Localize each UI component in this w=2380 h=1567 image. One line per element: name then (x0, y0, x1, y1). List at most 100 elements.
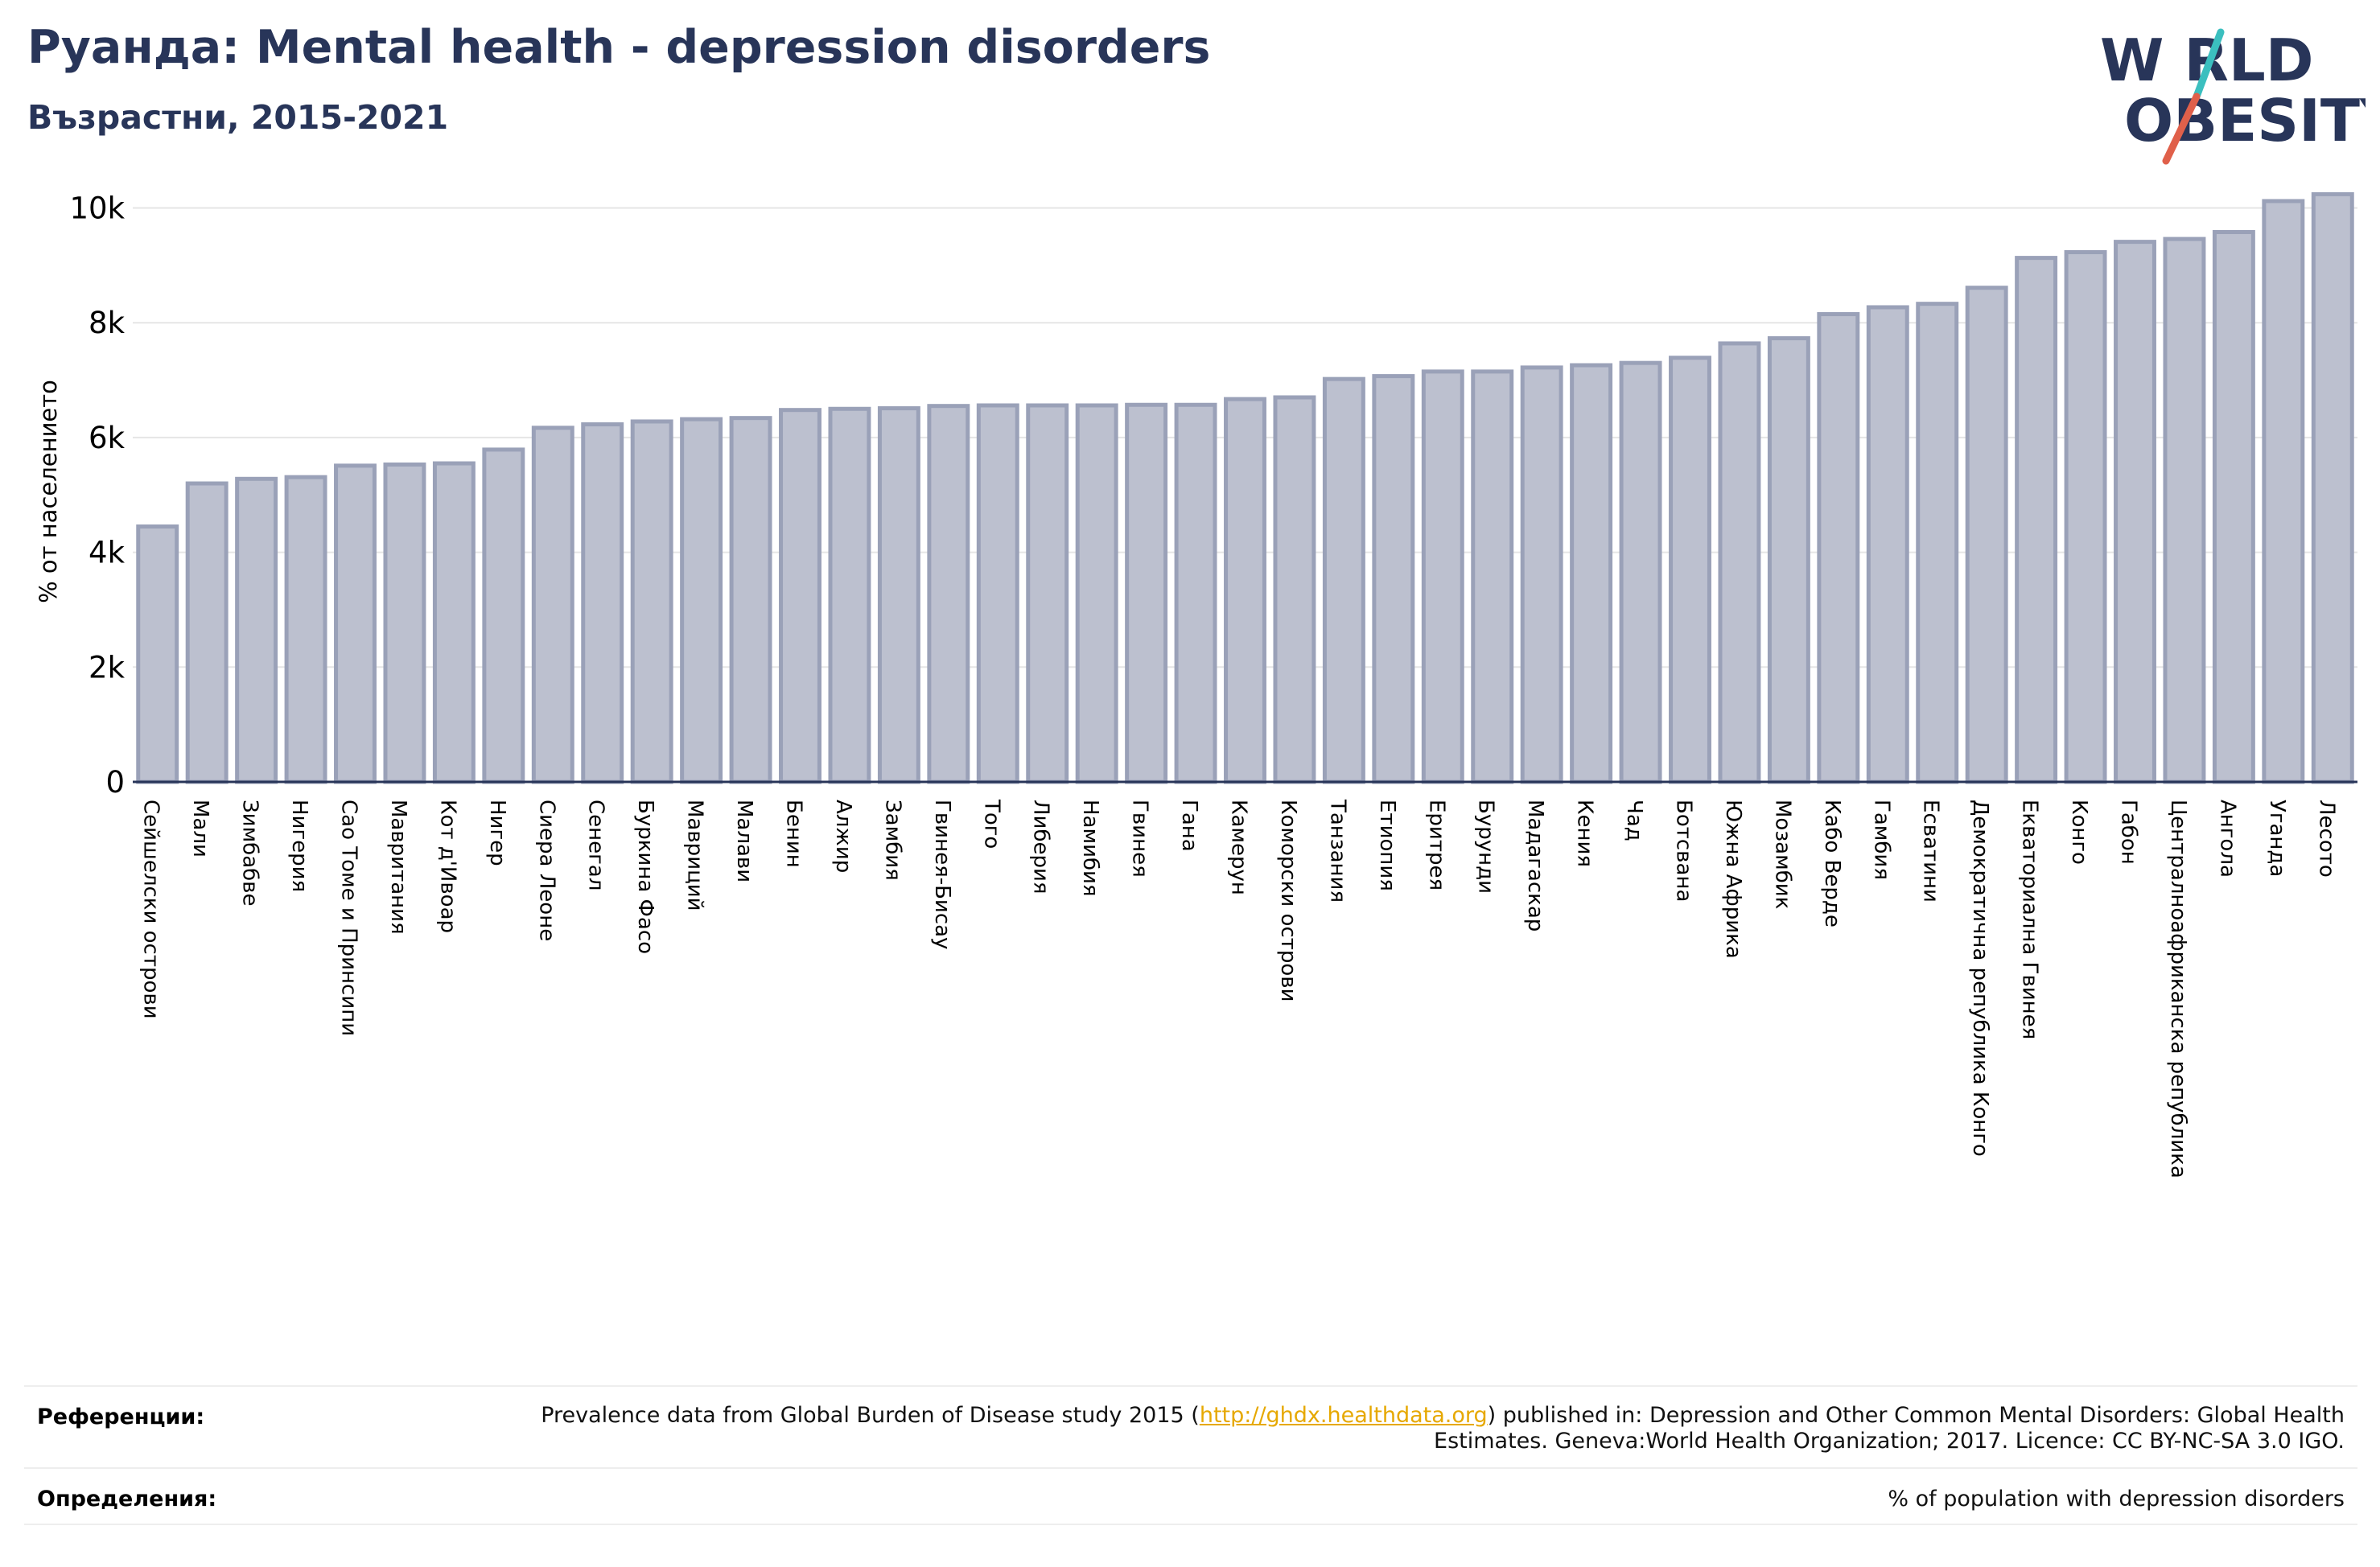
bar (2262, 199, 2305, 784)
logo-slash-red (2162, 93, 2201, 165)
bar (1965, 286, 2008, 784)
bar (2064, 249, 2107, 784)
x-tick-label: Уганда (2265, 800, 2289, 877)
bar (531, 426, 574, 784)
world-obesity-logo: W RLD OBESITY (2100, 27, 2366, 165)
bar (1125, 402, 1168, 784)
bar (136, 524, 179, 784)
bar (284, 475, 327, 784)
references-row: Референции: Prevalence data from Global … (24, 1385, 2357, 1467)
x-tick-label: Габон (2117, 800, 2141, 865)
bar (729, 416, 772, 784)
x-tick-label: Мадагаскар (1523, 800, 1547, 932)
x-tick-labels: Сейшелски острови Мали Зимбабве Нигерия Сао … (139, 799, 2339, 1178)
bar (1174, 402, 1217, 784)
x-tick-label: Екваториална Гвинея (2018, 800, 2042, 1039)
x-tick-label: Демократична република Конго (1968, 800, 1992, 1157)
references-link[interactable]: http://ghdx.healthdata.org (1199, 1403, 1488, 1428)
bar (828, 406, 871, 784)
x-tick-label: Кот д'Ивоар (435, 800, 459, 933)
bar (2311, 191, 2354, 784)
bar (581, 422, 624, 784)
bar (334, 463, 377, 784)
x-tick-label: Малави (732, 800, 756, 882)
x-tick-label: Коморски острови (1276, 800, 1300, 1002)
x-tick-label: Зимбабве (238, 800, 262, 907)
bar (1866, 305, 1909, 784)
x-tick-label: Гвинея (1128, 800, 1152, 878)
x-tick-label: Намибия (1078, 800, 1102, 897)
page-title: Руанда: Mental health - depression disor… (27, 21, 1211, 74)
x-tick-label: Камерун (1227, 800, 1251, 895)
x-tick-label: Нигерия (287, 800, 311, 892)
bar-chart: 0 2k 4k 6k 8k 10k Сейшелски острови Мали Зимбаб… (35, 191, 2357, 1178)
x-tick-label: Сиера Леоне (534, 800, 558, 941)
y-axis-label: % от населението (35, 380, 62, 603)
references-text: Prevalence data from Global Burden of Di… (494, 1403, 2345, 1454)
x-tick-label: Гана (1177, 800, 1201, 852)
x-tick-label: Еритрея (1424, 800, 1448, 890)
references-text-after: ) published in: Depression and Other Com… (1434, 1403, 2345, 1454)
bar (482, 447, 525, 784)
y-tick-label: 10k (69, 191, 125, 226)
bar (1817, 312, 1860, 784)
bar (1570, 363, 1613, 784)
x-tick-label: Конго (2067, 800, 2091, 865)
bar (1273, 395, 1316, 784)
bar (2114, 240, 2156, 784)
bar (2212, 230, 2255, 784)
bar (1471, 369, 1514, 784)
definitions-text: % of population with depression disorder… (1888, 1487, 2345, 1511)
y-tick-labels: 0 2k 4k 6k 8k 10k (69, 191, 125, 800)
x-tick-label: Мали (188, 800, 212, 858)
bar (680, 417, 723, 784)
bar (2163, 236, 2206, 784)
x-tick-label: Нигер (485, 800, 509, 866)
x-tick-label: Кабо Верде (1820, 800, 1844, 927)
bar (630, 419, 673, 784)
x-tick-label: Буркина Фасо (633, 800, 657, 954)
x-tick-label: Мозамбик (1770, 800, 1794, 909)
bar (1372, 374, 1415, 784)
x-tick-label: Есватини (1919, 800, 1943, 903)
bar (383, 462, 426, 784)
references-text-before: Prevalence data from Global Burden of Di… (541, 1403, 1200, 1428)
x-tick-label: Южна Африка (1721, 800, 1745, 959)
bar (2015, 256, 2058, 784)
bar (1224, 397, 1266, 784)
x-tick-label: Сенегал (584, 800, 608, 890)
x-tick-label: Ангола (2215, 800, 2239, 878)
x-tick-label: Мавритания (386, 800, 410, 935)
x-tick-label: Централноафриканска република (2166, 800, 2190, 1178)
x-tick-label: Чад (1622, 800, 1646, 841)
page-subtitle: Възрастни, 2015-2021 (27, 98, 449, 137)
bar (235, 476, 278, 784)
bar (779, 408, 821, 784)
bar (927, 404, 970, 784)
x-tick-label: Бурунди (1474, 800, 1498, 894)
bar (1421, 369, 1464, 784)
references-table: Референции: Prevalence data from Global … (24, 1385, 2357, 1525)
bar (1718, 341, 1761, 784)
bar (432, 461, 476, 784)
bar (1026, 403, 1069, 784)
x-tick-label: Мавриций (683, 800, 707, 911)
bar (877, 406, 920, 784)
bar (1669, 356, 1711, 784)
x-tick-label: Либерия (1029, 800, 1053, 895)
x-tick-label: Гвинея-Бисау (930, 800, 954, 949)
y-tick-label: 2k (89, 650, 126, 685)
x-tick-label: Бенин (782, 800, 806, 868)
x-tick-label: Сейшелски острови (139, 800, 163, 1019)
bar (1916, 302, 1959, 784)
bar (1619, 360, 1662, 784)
logo-slash-teal (2193, 28, 2225, 101)
x-tick-label: Етиопия (1375, 800, 1399, 891)
bar (1322, 376, 1365, 784)
y-tick-label: 8k (89, 306, 126, 340)
bar (185, 481, 229, 784)
bar (1520, 365, 1563, 784)
bar (976, 403, 1019, 784)
bars (136, 191, 2354, 784)
x-tick-label: Сао Томе и Принсипи (337, 800, 361, 1036)
